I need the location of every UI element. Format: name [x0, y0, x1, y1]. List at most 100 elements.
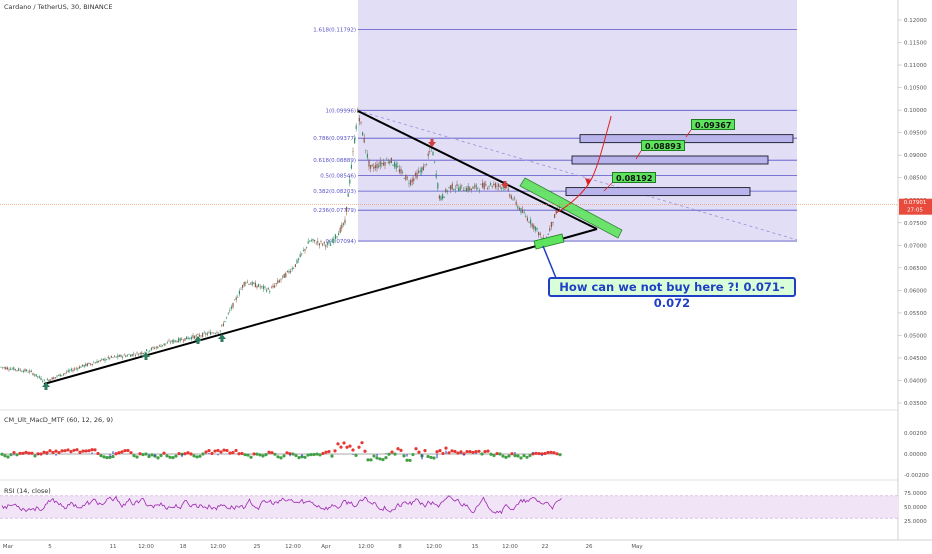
candle-body	[349, 179, 351, 184]
macd-point	[36, 452, 40, 456]
candle-body	[456, 184, 458, 186]
macd-point	[99, 454, 103, 458]
fib-level-label: 0(0.07094)	[325, 239, 356, 245]
price-tick-label: 0.05000	[904, 333, 927, 339]
candle-body	[70, 368, 72, 371]
candle-body	[24, 369, 26, 372]
macd-point	[75, 448, 79, 452]
target-label-2: 0.08893	[641, 140, 686, 151]
candle-body	[83, 365, 85, 367]
macd-point	[24, 450, 28, 454]
price-tick-label: 0.10000	[904, 108, 927, 114]
candle-body	[350, 164, 352, 169]
candle-body	[138, 354, 140, 356]
macd-point	[516, 454, 520, 458]
macd-point	[288, 452, 292, 456]
projection-path	[555, 115, 612, 214]
macd-point	[243, 453, 247, 457]
candle-body	[78, 366, 80, 369]
time-tick-label: 12:00	[138, 544, 154, 550]
time-tick-label: 15	[472, 544, 479, 550]
candle-body	[250, 283, 252, 285]
candle-body	[173, 340, 175, 343]
candle-body	[3, 367, 5, 368]
fib-level-label: 0.786(0.09377)	[313, 136, 356, 142]
macd-point	[192, 454, 196, 458]
macd-point	[225, 448, 229, 453]
candle-body	[422, 166, 424, 171]
candle-body	[514, 197, 516, 199]
candle-body	[178, 338, 180, 343]
rsi-tick-label: 50.0000	[904, 505, 927, 511]
candle-body	[58, 375, 60, 376]
candle-body	[288, 270, 290, 273]
candle-body	[80, 366, 82, 368]
macd-point	[216, 448, 220, 453]
macd-point	[465, 450, 469, 454]
candle-body	[253, 282, 255, 284]
down-arrow-icon	[428, 139, 436, 147]
candle-body	[277, 280, 279, 284]
macd-point	[558, 453, 562, 457]
macd-tick-label: -0.00200	[904, 473, 929, 479]
candle-body	[238, 290, 240, 295]
price-tick-label: 0.07000	[904, 243, 927, 249]
candle-body	[229, 310, 231, 312]
candle-body	[462, 190, 464, 191]
candle-body	[150, 347, 152, 350]
macd-point	[384, 456, 388, 460]
macd-point	[219, 450, 223, 454]
candle-body	[554, 213, 556, 218]
macd-point	[3, 454, 7, 458]
price-tick-label: 0.04000	[904, 378, 927, 384]
macd-point	[417, 450, 421, 454]
candle-body	[179, 338, 181, 341]
macd-point	[348, 444, 352, 448]
macd-point	[441, 451, 445, 456]
candle-body	[354, 138, 356, 144]
candle-body	[541, 238, 543, 239]
macd-point	[201, 452, 205, 456]
candle-body	[334, 234, 336, 239]
candle-body	[386, 159, 388, 161]
candle-body	[442, 194, 444, 199]
candle-body	[6, 367, 8, 370]
candle-body	[200, 335, 202, 337]
candle-body	[22, 370, 24, 373]
candle-body	[474, 185, 476, 187]
candle-body	[77, 368, 79, 370]
macd-point	[285, 451, 289, 455]
macd-point	[336, 442, 340, 446]
candle-body	[234, 299, 236, 301]
macd-point	[144, 452, 148, 456]
macd-point	[552, 451, 556, 455]
price-tick-label: 0.09000	[904, 153, 927, 159]
candle-body	[421, 167, 423, 173]
macd-point	[42, 450, 46, 454]
candle-body	[192, 335, 194, 338]
candle-body	[11, 368, 13, 370]
macd-point	[186, 451, 190, 455]
candle-body	[266, 289, 268, 292]
candle-body	[50, 379, 52, 381]
macd-point	[411, 452, 415, 457]
macd-point	[54, 449, 58, 453]
macd-point	[393, 452, 397, 456]
macd-point	[15, 453, 19, 457]
candle-body	[182, 340, 184, 342]
macd-point	[312, 452, 316, 457]
candle-body	[491, 185, 493, 187]
macd-point	[141, 452, 145, 457]
candle-body	[261, 285, 263, 287]
candle-body	[419, 170, 421, 172]
macd-point	[378, 457, 382, 461]
candle-body	[493, 183, 495, 186]
macd-point	[183, 452, 187, 456]
candle-body	[30, 370, 32, 372]
macd-point	[342, 441, 346, 445]
target-zone	[579, 134, 794, 144]
time-tick-label: 12:00	[426, 544, 442, 550]
candle-body	[435, 173, 437, 178]
